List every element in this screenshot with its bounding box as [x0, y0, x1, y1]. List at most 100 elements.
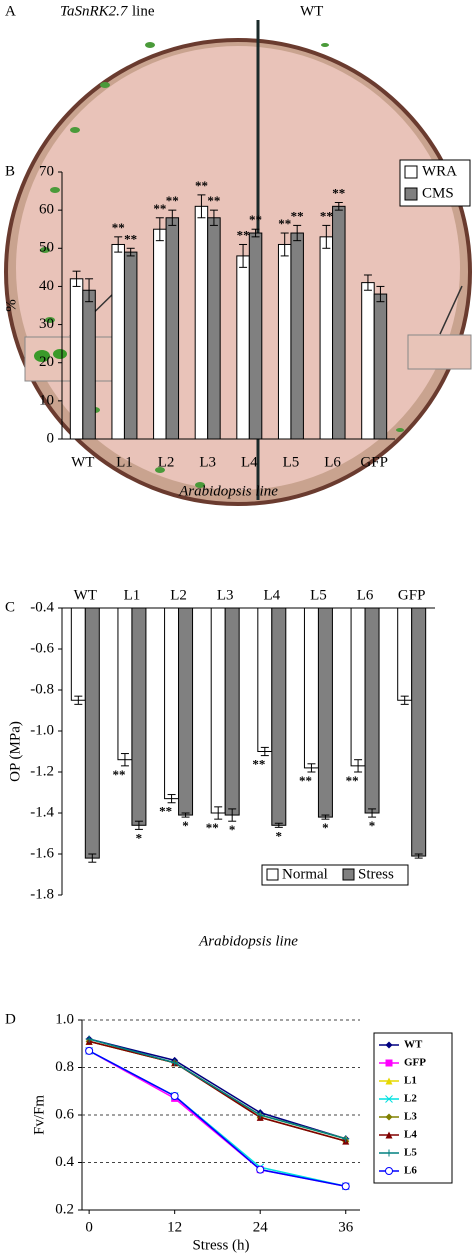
significance: **	[112, 220, 125, 235]
significance: **	[299, 773, 312, 788]
x-tick-label: L4	[263, 587, 280, 603]
x-axis-label: Stress (h)	[192, 1237, 249, 1253]
y-tick-label: -0.6	[30, 640, 54, 656]
y-axis-label: Fv/Fm	[31, 1095, 47, 1135]
bar	[411, 607, 427, 857]
legend-label: WT	[404, 1039, 423, 1051]
panel-label: A	[5, 3, 16, 19]
legend-label: Normal	[282, 866, 328, 882]
legend-box	[261, 864, 409, 886]
bar	[290, 232, 304, 440]
marker	[170, 1092, 179, 1100]
significance: **	[320, 208, 333, 223]
legend-label: WRA	[422, 163, 457, 179]
x-tick-label: L1	[116, 454, 133, 470]
gene-name: TaSnRK2.7	[60, 3, 129, 19]
y-tick-label: -1.0	[30, 722, 54, 738]
legend-marker	[385, 1131, 393, 1139]
marker	[342, 1135, 350, 1143]
bar	[194, 205, 209, 440]
significance: *	[136, 830, 143, 845]
bar	[153, 228, 167, 440]
legend-label: L5	[404, 1147, 417, 1159]
significance: **	[346, 773, 359, 788]
panel-label: B	[5, 163, 15, 179]
x-tick-label: GFP	[360, 454, 388, 470]
bar	[350, 607, 366, 767]
significance: **	[332, 185, 345, 200]
y-tick-label: 0.6	[55, 1106, 74, 1122]
x-tick-label: L1	[124, 587, 141, 603]
significance: **	[278, 216, 291, 231]
bar	[248, 232, 263, 440]
significance: **	[166, 193, 179, 208]
legend-label: L4	[404, 1129, 417, 1141]
gene-suffix: line	[132, 3, 155, 19]
bar	[317, 607, 333, 818]
legend-swatch	[342, 868, 355, 881]
wt-label: WT	[300, 3, 323, 19]
bar	[224, 607, 240, 816]
y-tick-label: 30	[39, 316, 54, 332]
bar	[207, 217, 221, 440]
x-tick-label: L6	[324, 454, 341, 470]
bar	[111, 243, 125, 440]
bar	[165, 217, 180, 440]
legend-marker	[385, 1167, 393, 1175]
y-tick-label: 10	[39, 392, 54, 408]
legend-label: Stress	[358, 866, 394, 882]
bar	[210, 607, 226, 814]
y-tick-label: 50	[39, 240, 54, 256]
bar	[236, 255, 250, 440]
inset-seedling	[53, 349, 67, 359]
legend-swatch	[404, 165, 418, 179]
legend-label: L3	[404, 1111, 417, 1123]
x-axis-label: Arabidopsis line	[198, 933, 298, 949]
legend-marker	[385, 1113, 393, 1121]
bar	[361, 282, 375, 440]
significance: *	[369, 818, 376, 833]
y-tick-label: 0	[47, 430, 55, 446]
series-line	[88, 1040, 346, 1142]
bar	[69, 278, 84, 440]
x-tick-label: 12	[167, 1219, 182, 1235]
y-tick-label: -1.4	[30, 804, 54, 820]
y-tick-label: 40	[39, 278, 54, 294]
legend-marker	[385, 1077, 393, 1085]
legend-marker	[385, 1059, 393, 1067]
series-line	[88, 1038, 346, 1140]
inset-right	[407, 334, 472, 370]
bar	[277, 243, 292, 440]
x-axis-label: Arabidopsis line	[178, 483, 278, 499]
bar	[364, 607, 380, 814]
bar	[123, 251, 138, 440]
panel-label: C	[5, 599, 15, 615]
significance: **	[153, 201, 166, 216]
y-axis-label: OP (MPa)	[7, 721, 23, 782]
y-tick-label: -1.6	[30, 845, 54, 861]
significance: **	[124, 231, 137, 246]
x-tick-label: WT	[74, 587, 97, 603]
x-tick-label: L2	[158, 454, 175, 470]
bar	[70, 607, 86, 701]
legend-swatch	[404, 187, 418, 201]
panel-label: D	[5, 1011, 16, 1027]
x-tick-label: L6	[357, 587, 374, 603]
significance: **	[249, 212, 262, 227]
bar	[303, 607, 319, 769]
significance: *	[276, 828, 283, 843]
bar	[271, 607, 287, 826]
y-axis-label: %	[3, 299, 19, 312]
bar	[84, 607, 100, 859]
y-tick-label: 0.8	[55, 1059, 74, 1075]
x-tick-label: L2	[170, 587, 187, 603]
bar	[397, 607, 413, 701]
legend-marker	[385, 1095, 393, 1103]
legend-label: GFP	[404, 1057, 426, 1069]
significance: **	[291, 208, 304, 223]
legend-marker	[385, 1041, 393, 1049]
legend-label: CMS	[422, 185, 454, 201]
bar	[332, 205, 346, 440]
series-line	[88, 1038, 346, 1140]
